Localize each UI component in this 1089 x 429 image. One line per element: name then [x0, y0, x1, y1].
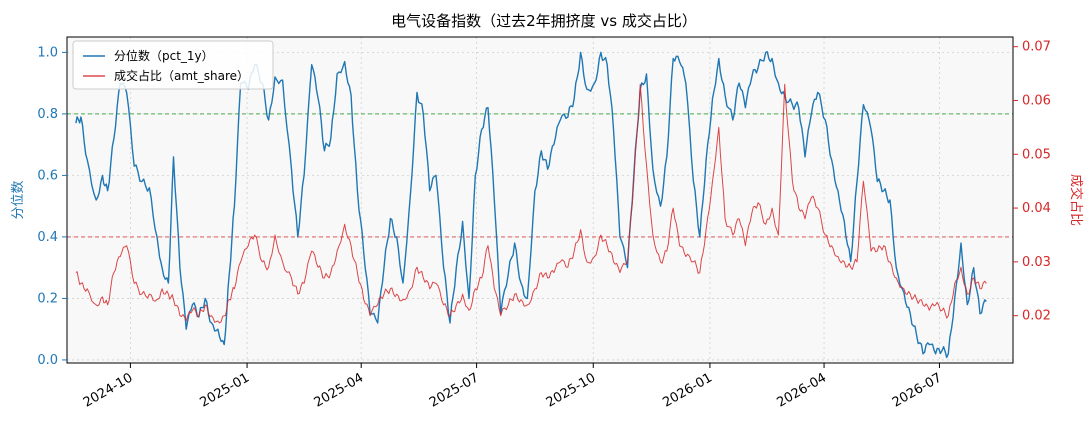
series-layer	[75, 51, 987, 359]
legend-label-amt: 成交占比（amt_share）	[114, 68, 249, 83]
legend-label-pct: 分位数（pct_1y）	[114, 48, 214, 63]
right-axis-label: 成交占比	[1068, 174, 1084, 226]
left-tick-label: 0.8	[37, 107, 58, 122]
right-y-axis: 0.02 0.03 0.04 0.05 0.06 0.07	[1013, 40, 1051, 324]
right-tick-label: 0.04	[1022, 201, 1051, 216]
left-tick-label: 0.0	[37, 353, 58, 368]
x-tick-label: 2026-01	[660, 370, 715, 410]
left-tick-label: 1.0	[37, 45, 58, 60]
x-tick-label: 2025-01	[198, 370, 253, 410]
right-tick-label: 0.05	[1022, 147, 1051, 162]
x-tick-label: 2025-10	[544, 370, 599, 410]
x-axis: 2024-10 2025-01 2025-04 2025-07 2025-10 2026-…	[81, 363, 945, 411]
left-tick-label: 0.6	[37, 168, 58, 183]
left-tick-label: 0.4	[37, 230, 58, 245]
chart-title: 电气设备指数（过去2年拥挤度 vs 成交占比）	[391, 12, 697, 30]
right-tick-label: 0.06	[1022, 93, 1051, 108]
right-tick-label: 0.07	[1022, 40, 1051, 55]
right-tick-label: 0.02	[1022, 309, 1051, 324]
x-tick-label: 2026-04	[775, 370, 830, 410]
left-y-axis: 0.0 0.2 0.4 0.6 0.8 1.0	[37, 45, 67, 368]
left-tick-label: 0.2	[37, 291, 58, 306]
plot-frame	[66, 36, 1014, 364]
x-tick-label: 2026-07	[890, 370, 945, 410]
x-tick-label: 2025-04	[312, 370, 367, 410]
reference-lines	[67, 113, 1013, 238]
left-axis-label: 分位数	[11, 180, 26, 219]
legend-box	[72, 40, 274, 90]
right-tick-label: 0.03	[1022, 255, 1051, 270]
x-tick-label: 2024-10	[81, 370, 136, 410]
series-line-amt-share	[75, 83, 987, 324]
series-line-pct-1y	[75, 51, 987, 359]
x-tick-label: 2025-07	[427, 370, 482, 410]
legend: 分位数（pct_1y） 成交占比（amt_share）	[72, 40, 274, 90]
